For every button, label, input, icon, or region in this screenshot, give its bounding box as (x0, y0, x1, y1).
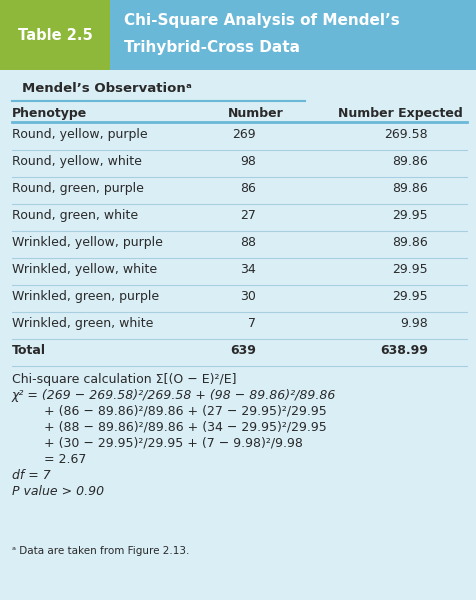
Text: = 2.67: = 2.67 (12, 453, 86, 466)
Text: 98: 98 (239, 155, 256, 168)
Text: 269.58: 269.58 (384, 128, 427, 141)
Text: 29.95: 29.95 (392, 263, 427, 276)
Text: 29.95: 29.95 (392, 209, 427, 222)
Text: Chi-Square Analysis of Mendel’s: Chi-Square Analysis of Mendel’s (124, 13, 399, 28)
Text: Number Expected: Number Expected (337, 107, 462, 120)
Text: Round, yellow, white: Round, yellow, white (12, 155, 141, 168)
Text: + (86 − 89.86)²/89.86 + (27 − 29.95)²/29.95: + (86 − 89.86)²/89.86 + (27 − 29.95)²/29… (12, 405, 326, 418)
Text: Total: Total (12, 344, 46, 357)
Bar (0, 70, 476, 600)
Text: Mendel’s Observationᵃ: Mendel’s Observationᵃ (22, 82, 191, 95)
Text: P value > 0.90: P value > 0.90 (12, 485, 104, 498)
Text: Chi-square calculation Σ[(O − E)²/E]: Chi-square calculation Σ[(O − E)²/E] (12, 373, 236, 386)
Text: Wrinkled, green, white: Wrinkled, green, white (12, 317, 153, 330)
Text: ᵃ Data are taken from Figure 2.13.: ᵃ Data are taken from Figure 2.13. (12, 546, 189, 556)
Text: + (30 − 29.95)²/29.95 + (7 − 9.98)²/9.98: + (30 − 29.95)²/29.95 + (7 − 9.98)²/9.98 (12, 437, 302, 450)
Text: 88: 88 (239, 236, 256, 249)
Text: Number: Number (228, 107, 283, 120)
Text: Trihybrid-Cross Data: Trihybrid-Cross Data (124, 40, 299, 55)
Text: χ² = (269 − 269.58)²/269.58 + (98 − 89.86)²/89.86: χ² = (269 − 269.58)²/269.58 + (98 − 89.8… (12, 389, 336, 402)
Text: 89.86: 89.86 (391, 236, 427, 249)
Text: df = 7: df = 7 (12, 469, 50, 482)
Text: 9.98: 9.98 (399, 317, 427, 330)
Text: 27: 27 (239, 209, 256, 222)
Text: 89.86: 89.86 (391, 182, 427, 195)
Text: + (88 − 89.86)²/89.86 + (34 − 29.95)²/29.95: + (88 − 89.86)²/89.86 + (34 − 29.95)²/29… (12, 421, 326, 434)
Text: Table 2.5: Table 2.5 (18, 28, 92, 43)
Bar (110, 0, 476, 70)
Text: Wrinkled, green, purple: Wrinkled, green, purple (12, 290, 159, 303)
Text: Round, green, white: Round, green, white (12, 209, 138, 222)
Text: 638.99: 638.99 (379, 344, 427, 357)
Bar (0, 0, 110, 70)
Text: 639: 639 (229, 344, 256, 357)
Text: 29.95: 29.95 (392, 290, 427, 303)
Text: 89.86: 89.86 (391, 155, 427, 168)
Text: 7: 7 (248, 317, 256, 330)
Text: Round, green, purple: Round, green, purple (12, 182, 144, 195)
Text: 86: 86 (239, 182, 256, 195)
Text: Wrinkled, yellow, white: Wrinkled, yellow, white (12, 263, 157, 276)
Text: Wrinkled, yellow, purple: Wrinkled, yellow, purple (12, 236, 162, 249)
Text: 30: 30 (239, 290, 256, 303)
Text: 34: 34 (240, 263, 256, 276)
Text: 269: 269 (232, 128, 256, 141)
Text: Phenotype: Phenotype (12, 107, 87, 120)
Text: Round, yellow, purple: Round, yellow, purple (12, 128, 147, 141)
